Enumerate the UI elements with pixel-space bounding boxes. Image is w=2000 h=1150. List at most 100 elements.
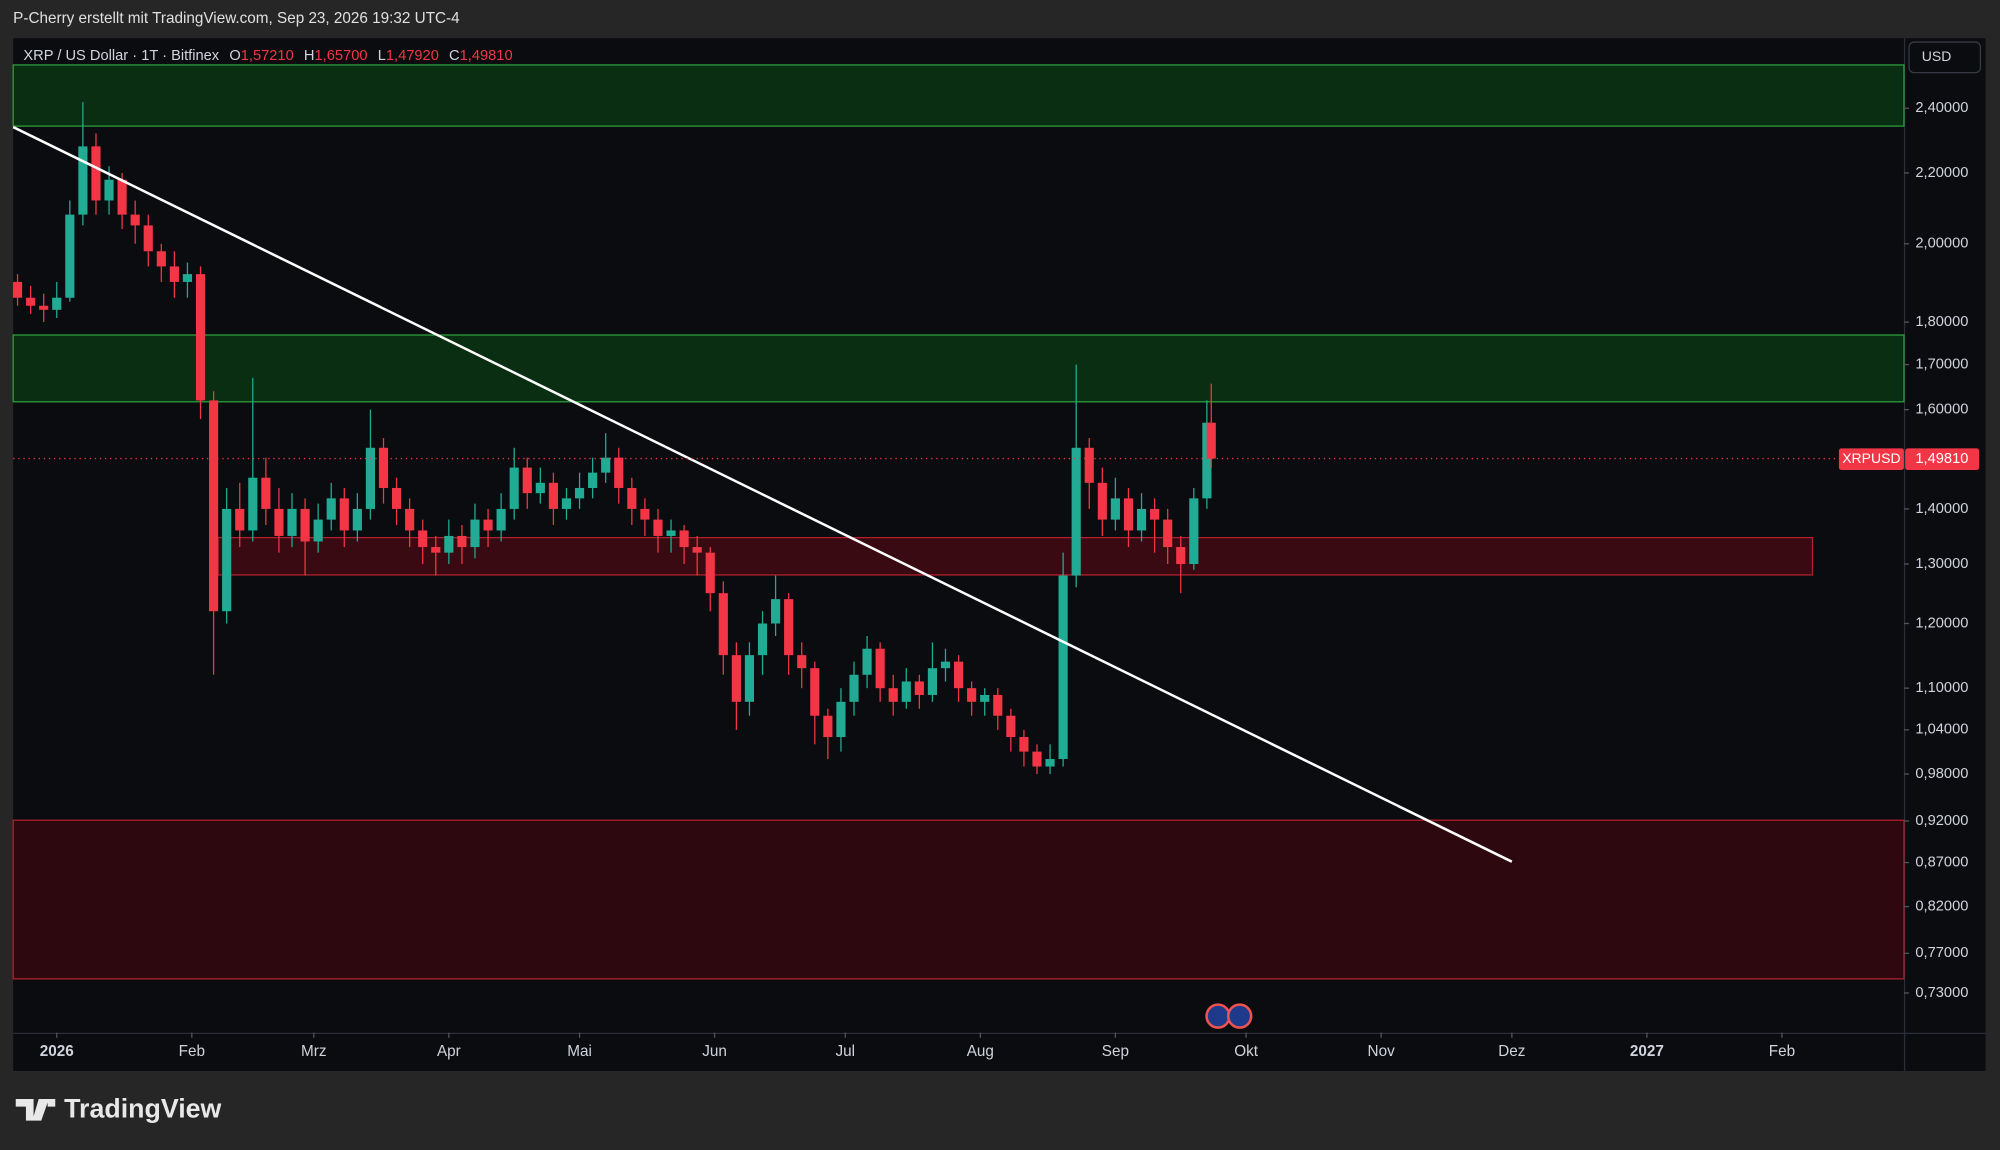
candle-body — [248, 477, 258, 531]
x-tick-label: Apr — [437, 1043, 461, 1060]
candle-body — [535, 482, 545, 494]
symbol-legend: XRP / US Dollar · 1T · Bitfinex O1,57210 H… — [23, 48, 512, 64]
candle-body — [274, 508, 284, 536]
symbol-tag — [1838, 448, 1904, 471]
candle-body — [156, 251, 166, 267]
candle-body — [862, 648, 872, 675]
candle-body — [261, 477, 271, 509]
y-tick-label: 2,20000 — [1915, 165, 1968, 181]
candle-body — [143, 225, 153, 252]
y-tick-label: 0,87000 — [1915, 854, 1968, 870]
candle-body — [797, 655, 807, 669]
candle-body — [209, 400, 219, 612]
candles — [12, 102, 1216, 775]
candle-body — [195, 274, 206, 401]
zone — [217, 536, 1814, 576]
candle-body — [993, 694, 1003, 716]
candle-body — [470, 519, 480, 548]
candle-body — [810, 668, 820, 716]
watermark: P-Cherry erstellt mit TradingView.com, S… — [13, 10, 460, 27]
candle-body — [1032, 751, 1042, 767]
y-tick-label: 1,20000 — [1915, 615, 1968, 631]
currency-button[interactable] — [1908, 41, 1982, 74]
candle-body — [26, 297, 36, 306]
candle-body — [444, 535, 454, 553]
candle-body — [692, 547, 702, 553]
candle-body — [849, 674, 859, 702]
candle-body — [169, 266, 179, 282]
candle-body — [300, 508, 310, 542]
y-tick-label: 1,60000 — [1915, 402, 1968, 418]
event-icon[interactable] — [1226, 1003, 1253, 1029]
candle-body — [967, 688, 977, 702]
candle-body — [744, 655, 755, 702]
candle-body — [287, 508, 297, 536]
candle-body — [431, 547, 441, 553]
ohlc-value: 1,47920 — [386, 48, 439, 64]
x-tick-label: Feb — [179, 1043, 205, 1060]
y-tick-label: 0,77000 — [1915, 945, 1968, 961]
brand: TradingView — [64, 1094, 221, 1124]
x-tick-label: Jul — [836, 1043, 856, 1060]
candle-body — [1110, 498, 1120, 520]
candle-body — [1150, 508, 1160, 520]
ohlc-value: 1,65700 — [315, 48, 368, 64]
candle-body — [12, 281, 23, 298]
candle-body — [823, 715, 833, 738]
y-tick-label: 0,82000 — [1915, 898, 1968, 914]
candle-body — [614, 457, 624, 488]
candle-body — [888, 688, 898, 702]
candle-body — [574, 487, 585, 499]
candle-body — [378, 447, 389, 488]
candle-body — [182, 274, 193, 282]
x-tick-label: Nov — [1368, 1043, 1396, 1060]
candle-body — [653, 519, 663, 536]
candle-body — [784, 599, 794, 656]
event-icon[interactable] — [1205, 1003, 1231, 1029]
y-tick-label: 2,00000 — [1915, 236, 1968, 252]
y-tick-label: 1,80000 — [1915, 314, 1968, 330]
candle-body — [1097, 482, 1107, 520]
x-tick-label: Feb — [1769, 1043, 1795, 1060]
candle-body — [104, 179, 114, 201]
candle-body — [705, 552, 715, 594]
candle-body — [235, 508, 245, 531]
x-tick-label: Mai — [567, 1043, 592, 1060]
event-icons — [1205, 1003, 1253, 1029]
candle-body — [130, 214, 140, 226]
candle-body — [1045, 759, 1055, 767]
ohlc-key: O — [229, 48, 240, 64]
symbol-tag-label: XRPUSD — [1842, 450, 1900, 466]
candle-body — [65, 214, 75, 298]
candle-body — [679, 530, 689, 548]
candle-body — [509, 467, 519, 509]
candle-body — [1176, 547, 1186, 565]
candle-body — [352, 508, 362, 531]
candle-body — [326, 498, 336, 520]
symbol: XRP / US Dollar · 1T · Bitfinex — [23, 48, 219, 64]
candle-body — [757, 623, 768, 656]
candle-body — [1202, 422, 1212, 499]
y-tick-label: 1,04000 — [1915, 722, 1968, 738]
candle-body — [91, 146, 101, 201]
y-tick-label: 2,40000 — [1915, 100, 1968, 116]
zone — [12, 334, 1905, 403]
candle-body — [313, 519, 323, 542]
candle-body — [1071, 447, 1081, 576]
ohlc-key: C — [449, 48, 460, 64]
candle-body — [339, 498, 349, 531]
ohlc-value: 1,57210 — [241, 48, 294, 64]
x-tick-label: 2026 — [40, 1043, 74, 1060]
zone — [12, 64, 1905, 127]
candle-body — [927, 668, 937, 695]
candle-body — [39, 305, 49, 310]
x-tick-label: Okt — [1234, 1043, 1259, 1060]
candle-body — [1136, 508, 1147, 531]
candle-body — [627, 487, 637, 509]
currency[interactable]: USD — [1922, 48, 1952, 64]
x-tick-label: Aug — [967, 1043, 994, 1060]
y-tick-label: 0,92000 — [1915, 813, 1968, 829]
candle-body — [666, 530, 676, 536]
